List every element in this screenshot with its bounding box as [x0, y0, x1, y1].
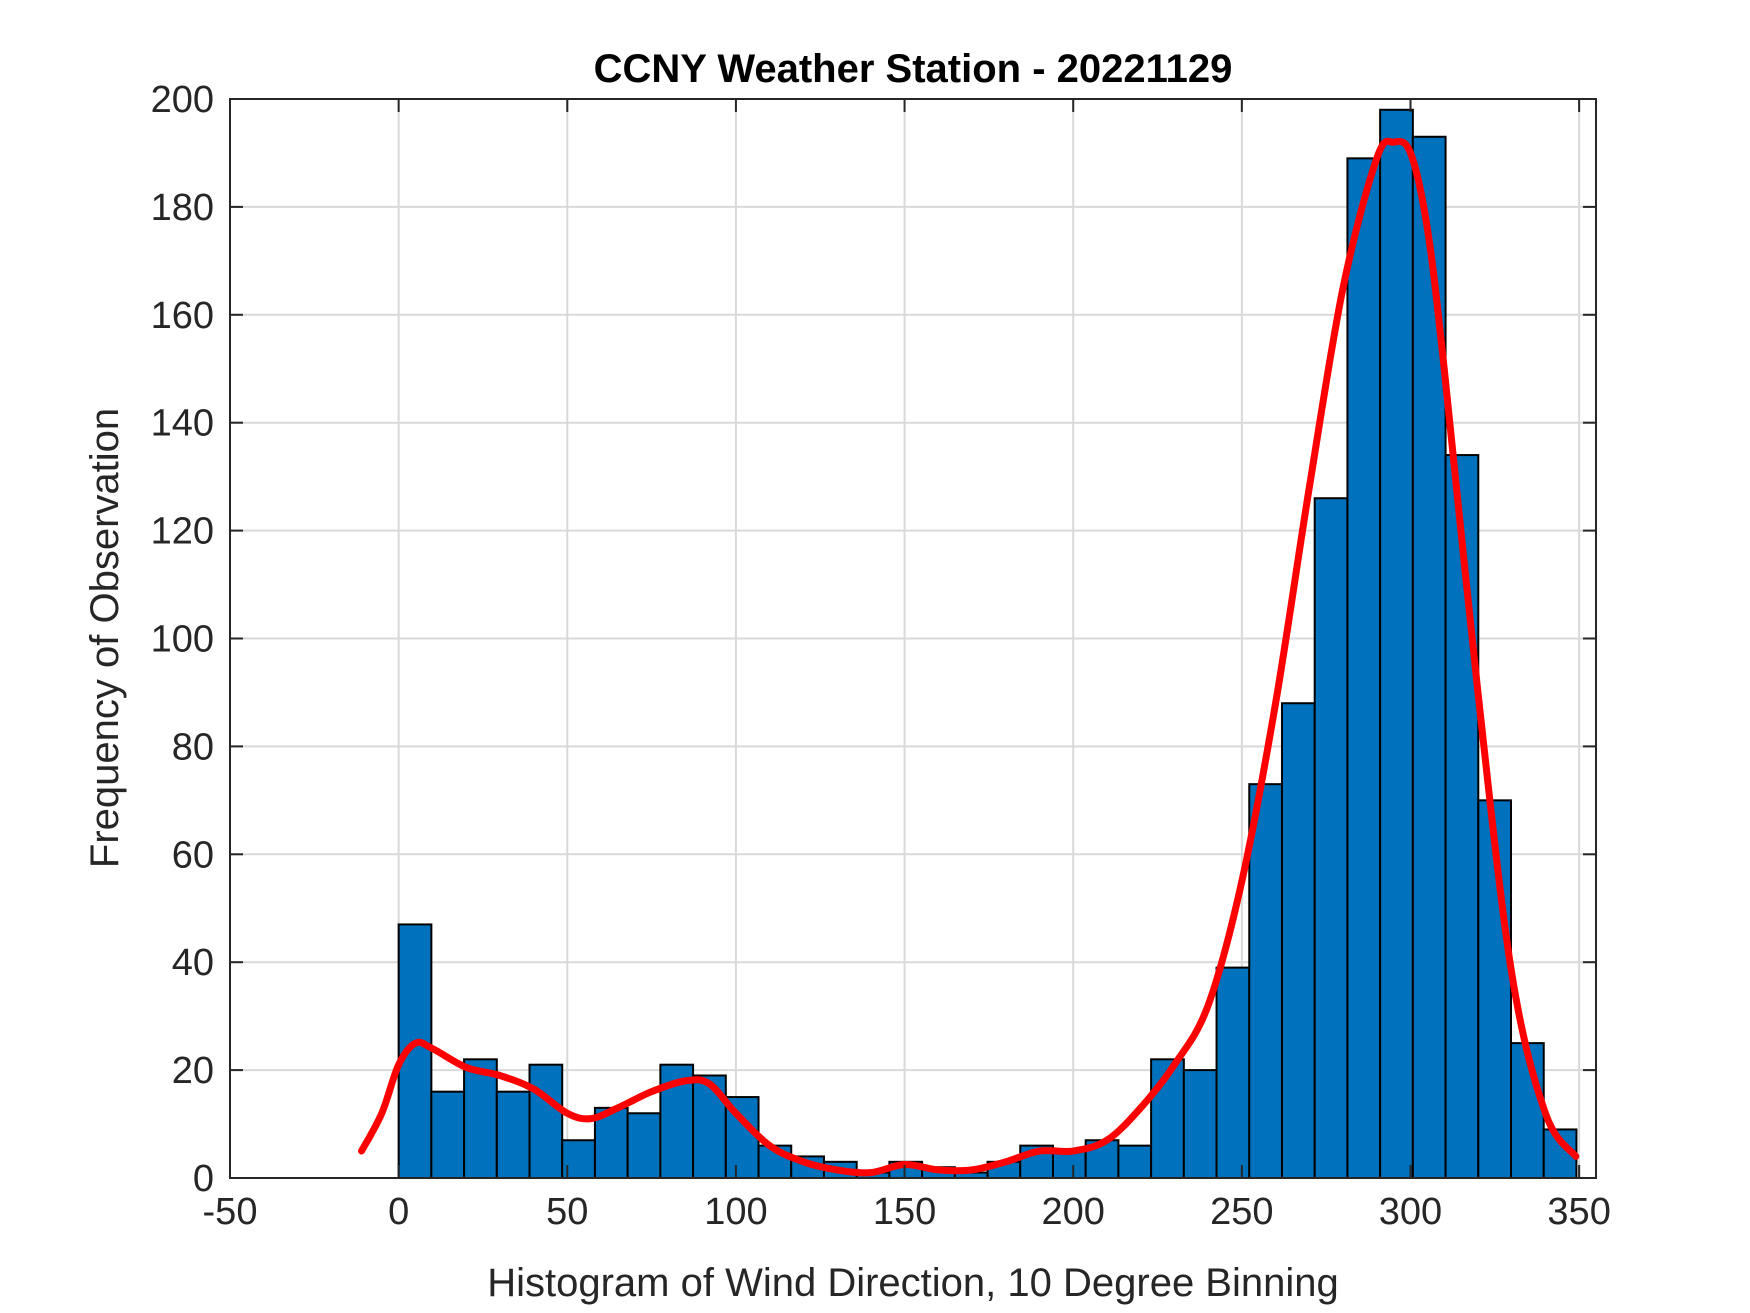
histogram-bar — [1379, 108, 1414, 1179]
y-tick-label: 180 — [151, 187, 214, 229]
chart-title: CCNY Weather Station - 20221129 — [594, 47, 1233, 91]
histogram-bars — [397, 108, 1578, 1180]
histogram-bar — [1313, 497, 1349, 1180]
y-tick-label: 160 — [151, 295, 214, 337]
x-tick-label: 250 — [1210, 1191, 1273, 1233]
x-tick-label: 150 — [873, 1191, 936, 1233]
y-tick-label: 100 — [151, 619, 214, 661]
histogram-bar — [528, 1063, 564, 1179]
x-tick-label: 50 — [546, 1191, 588, 1233]
histogram-bar — [495, 1090, 531, 1180]
histogram-bar — [1182, 1069, 1218, 1179]
fit-curve — [358, 137, 1580, 1177]
x-tick-label: 200 — [1042, 1191, 1105, 1233]
histogram-bar — [1117, 1144, 1153, 1180]
y-tick-label: 80 — [172, 726, 214, 768]
histogram-bar — [1346, 157, 1382, 1180]
y-tick-label: 0 — [193, 1158, 214, 1200]
histogram-bar — [463, 1058, 498, 1180]
y-tick-label: 140 — [151, 403, 214, 445]
histogram-bar — [430, 1090, 466, 1180]
x-tick-label: 300 — [1379, 1191, 1442, 1233]
histogram-bar — [1280, 702, 1316, 1179]
histogram-bar — [1215, 966, 1251, 1179]
histogram-bar — [1248, 783, 1283, 1179]
x-tick-label: -50 — [203, 1191, 258, 1233]
histogram-bar — [1051, 1150, 1087, 1180]
x-tick-label: 0 — [388, 1191, 409, 1233]
x-axis-label: Histogram of Wind Direction, 10 Degree B… — [487, 1261, 1339, 1305]
y-tick-label: 200 — [151, 79, 214, 121]
histogram-bar — [626, 1112, 662, 1180]
histogram-bar — [1411, 135, 1447, 1179]
y-tick-label: 20 — [172, 1050, 214, 1092]
y-tick-label: 40 — [172, 942, 214, 984]
x-tick-label: 350 — [1547, 1191, 1610, 1233]
y-tick-labels: 0 20 40 60 80 100 120 140 160 180 200 — [151, 79, 214, 1200]
x-tick-label: 100 — [704, 1191, 767, 1233]
y-tick-label: 120 — [151, 511, 214, 553]
axis-ticks — [229, 98, 1596, 1179]
x-tick-labels: -50 0 50 100 150 200 250 300 350 — [203, 1191, 1611, 1233]
y-tick-label: 60 — [172, 834, 214, 876]
y-axis-label: Frequency of Observation — [83, 408, 127, 868]
